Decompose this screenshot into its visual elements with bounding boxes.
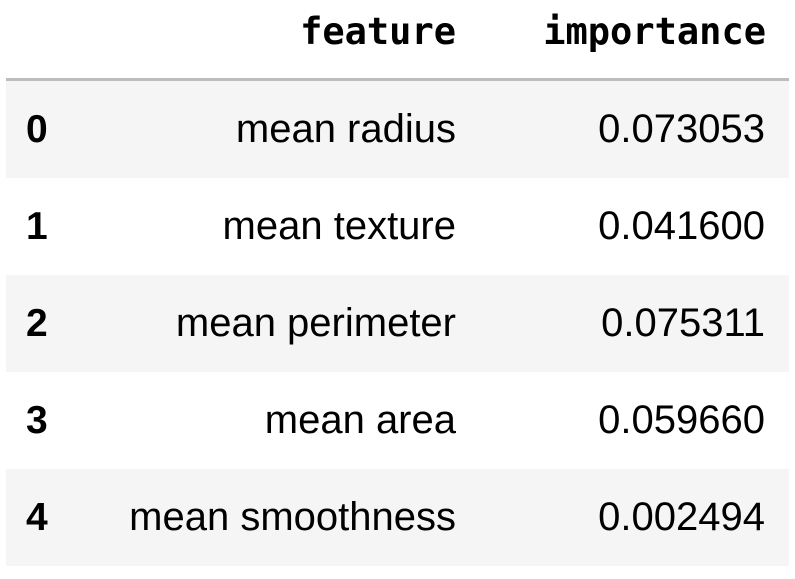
feature-cell: mean smoothness (129, 495, 456, 539)
table-row: 3 mean area 0.059660 (6, 372, 789, 469)
feature-importance-table: feature importance 0 mean radius 0.07305… (6, 0, 789, 566)
importance-cell: 0.075311 (601, 301, 765, 345)
row-index: 3 (26, 399, 48, 442)
feature-cell: mean perimeter (175, 301, 456, 345)
feature-cell: mean texture (222, 204, 456, 248)
importance-cell: 0.073053 (598, 107, 765, 151)
row-index: 1 (26, 205, 48, 248)
row-index: 2 (26, 302, 48, 345)
column-header-feature: feature (300, 10, 456, 53)
importance-cell: 0.059660 (598, 398, 765, 442)
table-row: 4 mean smoothness 0.002494 (6, 469, 789, 566)
feature-cell: mean radius (235, 107, 456, 151)
table-header: feature importance (6, 0, 789, 81)
feature-cell: mean area (264, 398, 456, 442)
importance-cell: 0.041600 (598, 204, 765, 248)
row-index: 4 (26, 496, 48, 539)
table-row: 2 mean perimeter 0.075311 (6, 275, 789, 372)
row-index: 0 (26, 108, 48, 151)
table-row: 0 mean radius 0.073053 (6, 81, 789, 178)
table-row: 1 mean texture 0.041600 (6, 178, 789, 275)
importance-cell: 0.002494 (598, 495, 765, 539)
column-header-importance: importance (543, 10, 766, 53)
